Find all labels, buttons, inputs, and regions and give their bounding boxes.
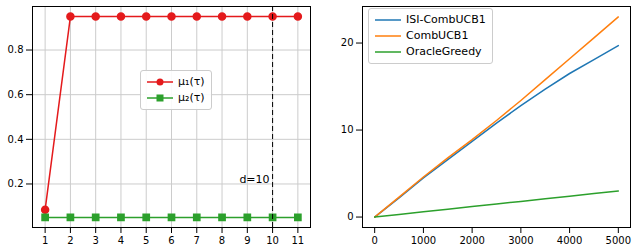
- svg-text:0.4: 0.4: [8, 134, 24, 145]
- svg-text:6: 6: [168, 235, 174, 246]
- html-text:CombUCB1: CombUCB1: [406, 29, 469, 42]
- svg-text:8: 8: [219, 235, 225, 246]
- svg-text:0: 0: [347, 211, 353, 222]
- html-text:ISI-CombUCB1: ISI-CombUCB1: [406, 13, 486, 26]
- svg-text:3: 3: [92, 235, 98, 246]
- svg-text:0: 0: [371, 235, 377, 246]
- svg-text:2000: 2000: [459, 235, 484, 246]
- svg-text:5000: 5000: [606, 235, 631, 246]
- svg-text:10: 10: [266, 235, 279, 246]
- svg-text:4000: 4000: [557, 235, 582, 246]
- svg-text:9: 9: [244, 235, 250, 246]
- svg-text:1: 1: [42, 235, 48, 246]
- svg-text:2: 2: [67, 235, 73, 246]
- svg-text:0.8: 0.8: [8, 44, 24, 55]
- html-text:μ₁(τ): μ₁(τ): [178, 75, 205, 88]
- svg-text:11: 11: [291, 235, 304, 246]
- svg-text:1000: 1000: [411, 235, 436, 246]
- svg-text:d=10: d=10: [239, 173, 269, 186]
- html-text:μ₂(τ): μ₂(τ): [178, 91, 205, 104]
- svg-text:0.6: 0.6: [8, 89, 24, 100]
- svg-text:0.2: 0.2: [8, 178, 24, 189]
- svg-text:20: 20: [341, 37, 354, 48]
- svg-text:5: 5: [143, 235, 149, 246]
- svg-text:7: 7: [194, 235, 200, 246]
- svg-text:3000: 3000: [508, 235, 533, 246]
- html-text:OracleGreedy: OracleGreedy: [406, 45, 482, 58]
- svg-text:10: 10: [341, 124, 354, 135]
- svg-text:4: 4: [118, 235, 124, 246]
